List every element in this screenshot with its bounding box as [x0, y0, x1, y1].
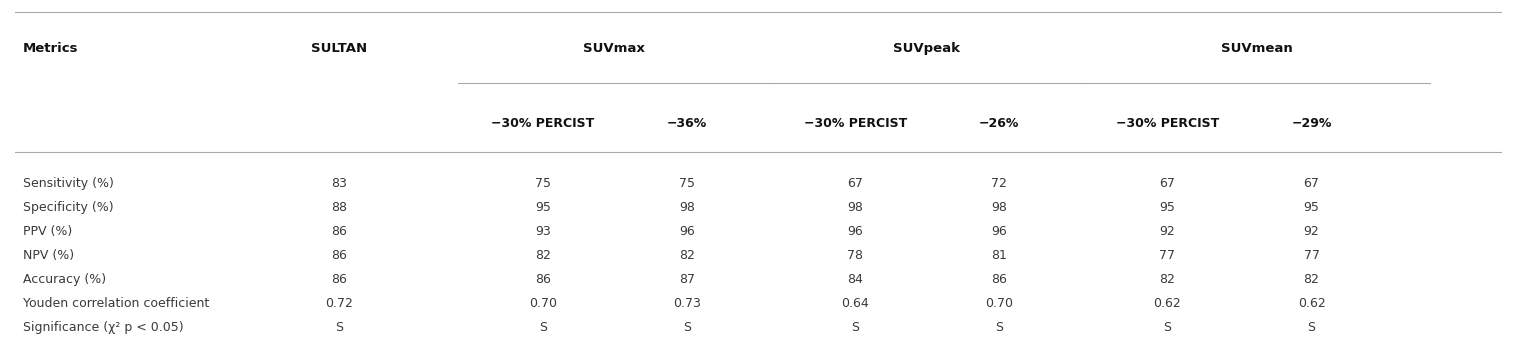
Text: SULTAN: SULTAN: [311, 42, 367, 55]
Text: Specificity (%): Specificity (%): [23, 201, 114, 214]
Text: 98: 98: [992, 201, 1007, 214]
Text: 0.73: 0.73: [674, 297, 701, 310]
Text: 75: 75: [536, 177, 551, 190]
Text: Metrics: Metrics: [23, 42, 77, 55]
Text: −26%: −26%: [978, 117, 1019, 130]
Text: 96: 96: [992, 225, 1007, 238]
Text: −29%: −29%: [1291, 117, 1332, 130]
Text: −36%: −36%: [667, 117, 707, 130]
Text: 86: 86: [331, 249, 347, 262]
Text: −30% PERCIST: −30% PERCIST: [804, 117, 907, 130]
Text: 0.70: 0.70: [529, 297, 557, 310]
Text: 81: 81: [992, 249, 1007, 262]
Text: 82: 82: [680, 249, 695, 262]
Text: −30% PERCIST: −30% PERCIST: [492, 117, 595, 130]
Text: 77: 77: [1303, 249, 1320, 262]
Text: 0.62: 0.62: [1153, 297, 1182, 310]
Text: 92: 92: [1159, 225, 1176, 238]
Text: SUVmean: SUVmean: [1221, 42, 1292, 55]
Text: 67: 67: [846, 177, 863, 190]
Text: 86: 86: [331, 225, 347, 238]
Text: 95: 95: [1159, 201, 1176, 214]
Text: S: S: [1164, 321, 1171, 334]
Text: 84: 84: [846, 273, 863, 286]
Text: S: S: [539, 321, 548, 334]
Text: 82: 82: [1159, 273, 1176, 286]
Text: S: S: [851, 321, 859, 334]
Text: SUVpeak: SUVpeak: [894, 42, 960, 55]
Text: 86: 86: [331, 273, 347, 286]
Text: Sensitivity (%): Sensitivity (%): [23, 177, 114, 190]
Text: 82: 82: [536, 249, 551, 262]
Text: Youden correlation coefficient: Youden correlation coefficient: [23, 297, 209, 310]
Text: PPV (%): PPV (%): [23, 225, 71, 238]
Text: 88: 88: [331, 201, 347, 214]
Text: 67: 67: [1159, 177, 1176, 190]
Text: 82: 82: [1303, 273, 1320, 286]
Text: 86: 86: [536, 273, 551, 286]
Text: 96: 96: [680, 225, 695, 238]
Text: 83: 83: [331, 177, 347, 190]
Text: SUVmax: SUVmax: [584, 42, 645, 55]
Text: Significance (χ² p < 0.05): Significance (χ² p < 0.05): [23, 321, 184, 334]
Text: 93: 93: [536, 225, 551, 238]
Text: S: S: [683, 321, 692, 334]
Text: 96: 96: [848, 225, 863, 238]
Text: 98: 98: [680, 201, 695, 214]
Text: 78: 78: [846, 249, 863, 262]
Text: S: S: [335, 321, 343, 334]
Text: 75: 75: [680, 177, 695, 190]
Text: −30% PERCIST: −30% PERCIST: [1115, 117, 1220, 130]
Text: 0.64: 0.64: [842, 297, 869, 310]
Text: 98: 98: [846, 201, 863, 214]
Text: 95: 95: [1303, 201, 1320, 214]
Text: 0.72: 0.72: [325, 297, 353, 310]
Text: NPV (%): NPV (%): [23, 249, 74, 262]
Text: S: S: [995, 321, 1003, 334]
Text: 67: 67: [1303, 177, 1320, 190]
Text: 0.62: 0.62: [1297, 297, 1326, 310]
Text: 87: 87: [680, 273, 695, 286]
Text: S: S: [1308, 321, 1315, 334]
Text: 86: 86: [992, 273, 1007, 286]
Text: 77: 77: [1159, 249, 1176, 262]
Text: 92: 92: [1303, 225, 1320, 238]
Text: Accuracy (%): Accuracy (%): [23, 273, 106, 286]
Text: 72: 72: [992, 177, 1007, 190]
Text: 0.70: 0.70: [986, 297, 1013, 310]
Text: 95: 95: [536, 201, 551, 214]
